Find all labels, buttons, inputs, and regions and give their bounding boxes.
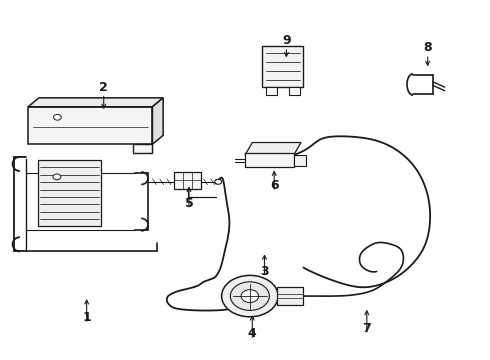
Bar [277, 287, 303, 305]
Text: 9: 9 [282, 34, 291, 47]
Bar [174, 172, 201, 189]
Bar [38, 160, 101, 226]
Text: 2: 2 [99, 81, 108, 94]
Polygon shape [245, 143, 301, 155]
Circle shape [53, 114, 61, 120]
Bar [294, 155, 306, 166]
Text: 4: 4 [248, 327, 257, 340]
Text: 8: 8 [423, 41, 432, 54]
Circle shape [215, 179, 221, 184]
Polygon shape [245, 153, 294, 167]
Text: 5: 5 [185, 197, 194, 210]
Circle shape [53, 174, 61, 180]
Bar [266, 87, 277, 95]
Text: 7: 7 [363, 322, 371, 335]
Polygon shape [152, 98, 163, 144]
Bar [28, 107, 152, 144]
Text: 3: 3 [260, 265, 269, 278]
Circle shape [241, 290, 259, 302]
Bar [262, 46, 303, 87]
Circle shape [221, 275, 278, 317]
Bar [133, 144, 152, 153]
Polygon shape [28, 98, 163, 107]
Text: 1: 1 [82, 311, 91, 324]
Bar [289, 87, 299, 95]
Text: 6: 6 [270, 179, 278, 192]
Circle shape [230, 282, 270, 310]
